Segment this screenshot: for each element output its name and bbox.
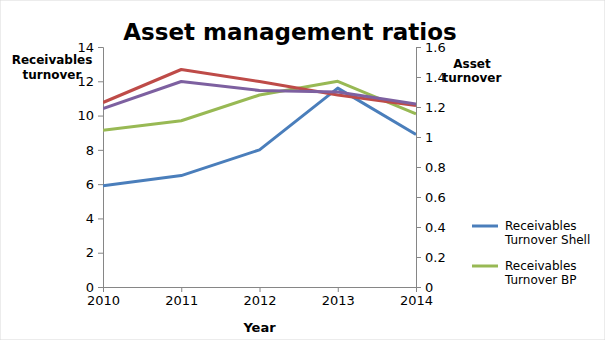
tick: 1.4 [416,70,446,85]
tick-mark [416,197,421,198]
tick: 0.2 [416,250,446,265]
tick-mark [416,47,421,48]
tick: 6 [86,177,103,192]
tick-mark [260,287,261,292]
chart: 201020112012201320140246810121400.20.40.… [0,0,605,340]
tick-mark [416,257,421,258]
tick-label: 0.4 [425,220,446,235]
legend-swatch [472,265,498,268]
tick: 0.8 [416,160,446,175]
text-line: Receivables [505,259,577,273]
legend: ReceivablesTurnover ShellReceivablesTurn… [472,219,590,287]
tick: 1.2 [416,100,446,115]
tick-mark [416,137,421,138]
tick-mark [98,116,103,117]
tick: 0.4 [416,220,446,235]
axis-line [98,48,104,288]
tick-mark [98,47,103,48]
tick-mark [338,287,339,292]
tick-mark [416,77,421,78]
text-line: Asset [453,57,491,71]
tick-label: 0 [425,280,433,295]
text-line: Turnover Shell [504,233,590,247]
text-line: Turnover BP [504,273,576,287]
tick-label: 1 [425,130,433,145]
chart-background [0,0,605,340]
legend-item: ReceivablesTurnover Shell [472,219,590,247]
y2-axis: 00.20.40.60.811.21.41.6 [416,40,446,295]
tick-label: 0.2 [425,250,446,265]
tick-label: 2013 [322,293,355,308]
tick-label: 0.6 [425,190,446,205]
tick-label: 0 [86,280,94,295]
series-line [103,88,416,186]
tick-label: 4 [86,211,94,226]
tick-mark [98,287,103,288]
tick-label: 2014 [400,293,433,308]
tick: 0.6 [416,190,446,205]
tick: 0 [86,280,103,295]
tick-label: 8 [86,143,94,158]
y2-axis-title: Assetturnover [443,57,502,85]
tick-label: 2010 [87,293,120,308]
tick-mark [98,81,103,82]
tick-label: 2 [86,245,94,260]
legend-item: ReceivablesTurnover BP [472,259,577,287]
tick: 1 [416,130,433,145]
tick-mark [98,218,103,219]
tick-label: 2011 [165,293,198,308]
series-line [103,70,416,106]
series-line [103,82,416,109]
tick-label: 1.2 [425,100,446,115]
plot-area [103,70,416,186]
tick-label: 6 [86,177,94,192]
series-line [103,81,416,130]
tick-label: 0.8 [425,160,446,175]
tick-label: 2012 [243,293,276,308]
tick: 8 [86,143,103,158]
text-line: Receivables [12,53,93,67]
axis-line [417,48,422,288]
tick-label: 10 [77,108,94,123]
tick: 2012 [243,287,276,308]
text-line: turnover [443,71,502,85]
text-line: Receivables [505,219,577,233]
tick: 0 [416,280,433,295]
x-axis-title: Year [242,320,276,335]
text-line: turnover [23,68,82,82]
tick: 2011 [165,287,198,308]
tick-mark [416,287,421,288]
tick-mark [98,150,103,151]
tick-mark [181,287,182,292]
tick: 4 [86,211,103,226]
x-axis: 2010 2011 2012 2013 2014 [87,287,433,308]
tick: 2013 [322,287,355,308]
tick: 10 [77,108,103,123]
legend-label: ReceivablesTurnover BP [504,259,577,287]
tick-mark [416,167,421,168]
legend-swatch [472,225,498,228]
tick-mark [416,227,421,228]
tick: 2 [86,245,103,260]
axis-line [104,288,417,293]
y-axis-title: Receivablesturnover [12,53,93,82]
legend-label: ReceivablesTurnover Shell [504,219,590,247]
tick-mark [98,184,103,185]
tick-mark [416,107,421,108]
chart-title: Asset management ratios [123,19,456,45]
tick-mark [98,253,103,254]
